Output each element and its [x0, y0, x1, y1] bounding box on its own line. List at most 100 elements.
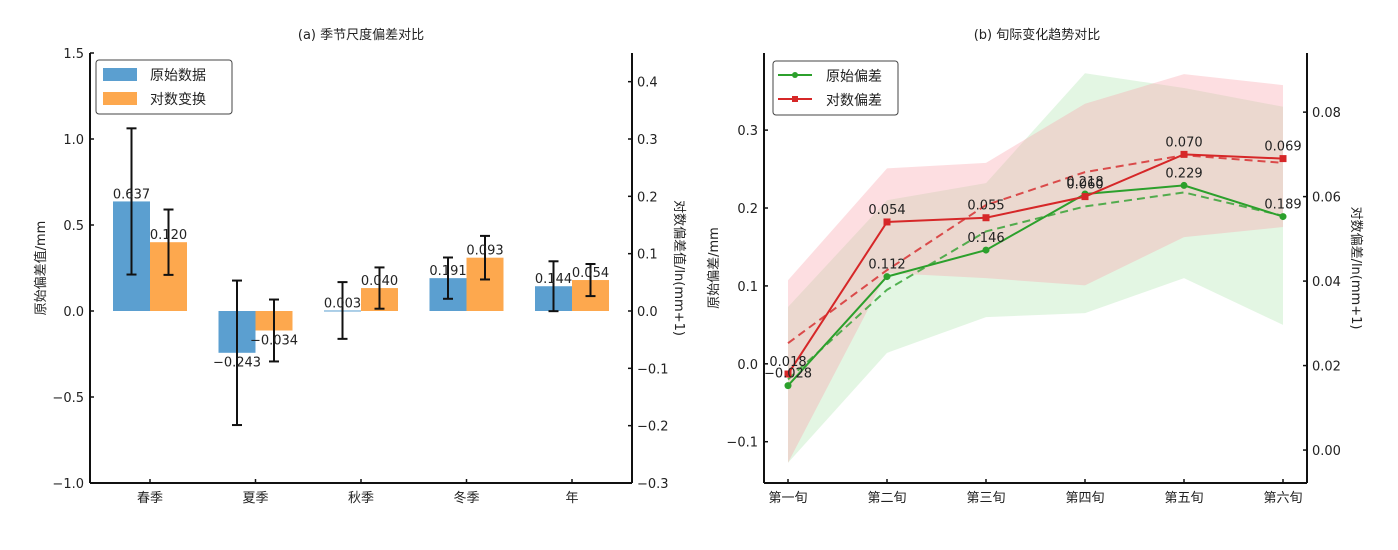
x-tick-label: 年: [565, 491, 578, 506]
data-label: 0.040: [361, 274, 398, 289]
x-tick-label: 第三旬: [966, 491, 1005, 506]
panel-a-right-y-axis-label: 对数偏差值/ln(mm+1): [671, 200, 687, 336]
right-y-tick-label: 0.08: [1312, 106, 1341, 121]
data-point: [982, 246, 990, 254]
data-label: 0.229: [1165, 166, 1202, 181]
data-label: 0.637: [113, 187, 150, 202]
y-tick-label: 0.0: [63, 305, 84, 320]
data-point: [883, 273, 891, 281]
panel-a-y-axis-label: 原始偏差值/mm: [33, 221, 49, 316]
data-point: [1279, 155, 1287, 163]
x-tick-label: 第六旬: [1263, 491, 1302, 506]
legend-swatch-log: [103, 92, 137, 105]
data-point: [982, 214, 990, 222]
y-tick-label: 1.5: [63, 47, 84, 62]
data-point: [1081, 193, 1089, 201]
x-tick-label: 秋季: [348, 491, 374, 506]
right-y-tick-label: 0.00: [1312, 444, 1341, 459]
right-y-tick-label: 0.4: [637, 76, 658, 91]
confidence-band-log: [788, 74, 1283, 463]
x-tick-label: 春季: [137, 491, 163, 506]
panel-a-axes: −1.0 −0.5 0.0 0.5 1.0 1.5 −0.3 −0.2 −0.1 0.0 0.1 0.…: [52, 47, 668, 506]
x-tick-label: 夏季: [242, 491, 268, 506]
data-label: 0.120: [150, 228, 187, 243]
panel-a-title: (a) 季节尺度偏差对比: [298, 27, 424, 43]
data-label: 0.060: [1066, 178, 1103, 193]
legend-label-raw: 原始数据: [150, 68, 206, 84]
data-point: [1180, 181, 1188, 189]
panel-b-title: (b) 旬际变化趋势对比: [974, 27, 1101, 43]
y-tick-label: 0.3: [737, 124, 758, 139]
panel-b-bands: [788, 73, 1283, 463]
data-label: 0.003: [324, 296, 361, 311]
data-label: 0.069: [1264, 140, 1301, 155]
data-label: 0.070: [1165, 135, 1202, 150]
right-y-tick-label: 0.0: [637, 305, 658, 320]
data-label: 0.144: [535, 272, 572, 287]
panel-a-seasonal-bar-chart: (a) 季节尺度偏差对比 0.637−0.2430.0030.1910.1440…: [33, 27, 687, 506]
panel-b-lines: [784, 150, 1287, 390]
y-tick-label: 0.0: [737, 358, 758, 373]
data-point: [1279, 213, 1287, 221]
data-label: 0.018: [769, 355, 806, 370]
y-tick-label: 1.0: [63, 133, 84, 148]
data-point: [784, 370, 792, 378]
right-y-tick-label: −0.3: [637, 477, 669, 492]
x-tick-label: 第一旬: [768, 491, 807, 506]
trend-line-log: [787, 154, 1284, 344]
y-tick-label: −0.5: [52, 391, 84, 406]
x-tick-label: 冬季: [453, 490, 479, 506]
data-label: 0.054: [868, 203, 905, 218]
panel-b-legend: 原始偏差 对数偏差: [772, 60, 899, 116]
y-tick-label: −0.1: [726, 436, 758, 451]
right-y-tick-label: −0.2: [637, 420, 669, 435]
x-tick-label: 第二旬: [867, 491, 906, 506]
data-point: [784, 382, 792, 390]
panel-b-data-labels: −0.028 0.112 0.146 0.218 0.229 0.189 0.018 0.05…: [764, 135, 1302, 381]
right-y-tick-label: 0.02: [1312, 360, 1341, 375]
data-label: −0.034: [250, 333, 298, 348]
y-tick-label: 0.1: [737, 280, 758, 295]
trend-line-raw: [787, 191, 1284, 381]
right-y-tick-label: 0.1: [637, 248, 658, 263]
panel-a-error-bars: [126, 127, 596, 427]
right-y-tick-label: 0.3: [637, 133, 658, 148]
data-label: 0.055: [967, 199, 1004, 214]
right-y-tick-label: 0.04: [1312, 275, 1341, 290]
panel-b-axes: −0.1 0.0 0.1 0.2 0.3 0.00 0.02 0.04 0.06 0.08 第一旬 第…: [726, 53, 1341, 506]
right-y-tick-label: 0.06: [1312, 191, 1341, 206]
data-label: 0.112: [868, 258, 905, 273]
legend-marker-raw: [792, 72, 798, 78]
data-label: 0.218: [1066, 175, 1103, 190]
legend-marker-log: [792, 96, 798, 102]
legend-label-log: 对数变换: [150, 91, 206, 108]
series-line-log: [787, 153, 1284, 375]
data-label: 0.189: [1264, 198, 1301, 213]
series-line-raw: [787, 184, 1284, 387]
data-label: 0.093: [466, 244, 503, 259]
data-label: 0.191: [429, 264, 466, 279]
data-point: [883, 218, 891, 226]
x-tick-label: 第五旬: [1164, 491, 1203, 506]
y-tick-label: 0.5: [63, 219, 84, 234]
panel-b-right-y-axis-label: 对数偏差/ln(mm+1): [1348, 207, 1363, 330]
legend-label-raw: 原始偏差: [826, 69, 882, 85]
panel-a-data-labels: 0.637 −0.243 0.003 0.191 0.144 0.120 −0.034 0.0…: [113, 187, 609, 370]
data-label: 0.146: [967, 231, 1004, 246]
data-label: −0.028: [764, 367, 812, 382]
legend-swatch-raw: [103, 68, 137, 81]
right-y-tick-label: 0.2: [637, 190, 658, 205]
panel-b-y-axis-label: 原始偏差/mm: [707, 227, 722, 309]
data-label: 0.054: [572, 266, 609, 281]
y-tick-label: −1.0: [52, 477, 84, 492]
confidence-band-raw: [788, 73, 1283, 463]
panel-b-dekad-line-chart: (b) 旬际变化趋势对比 −0.028 0.112 0.146 0.218 0.229 0…: [707, 27, 1363, 506]
legend-label-log: 对数偏差: [826, 93, 882, 109]
data-point: [1180, 150, 1188, 158]
right-y-tick-label: −0.1: [637, 362, 669, 377]
y-tick-label: 0.2: [737, 202, 758, 217]
panel-a-legend: 原始数据 对数变换: [95, 59, 233, 115]
data-label: −0.243: [213, 356, 261, 371]
x-tick-label: 第四旬: [1065, 491, 1104, 506]
